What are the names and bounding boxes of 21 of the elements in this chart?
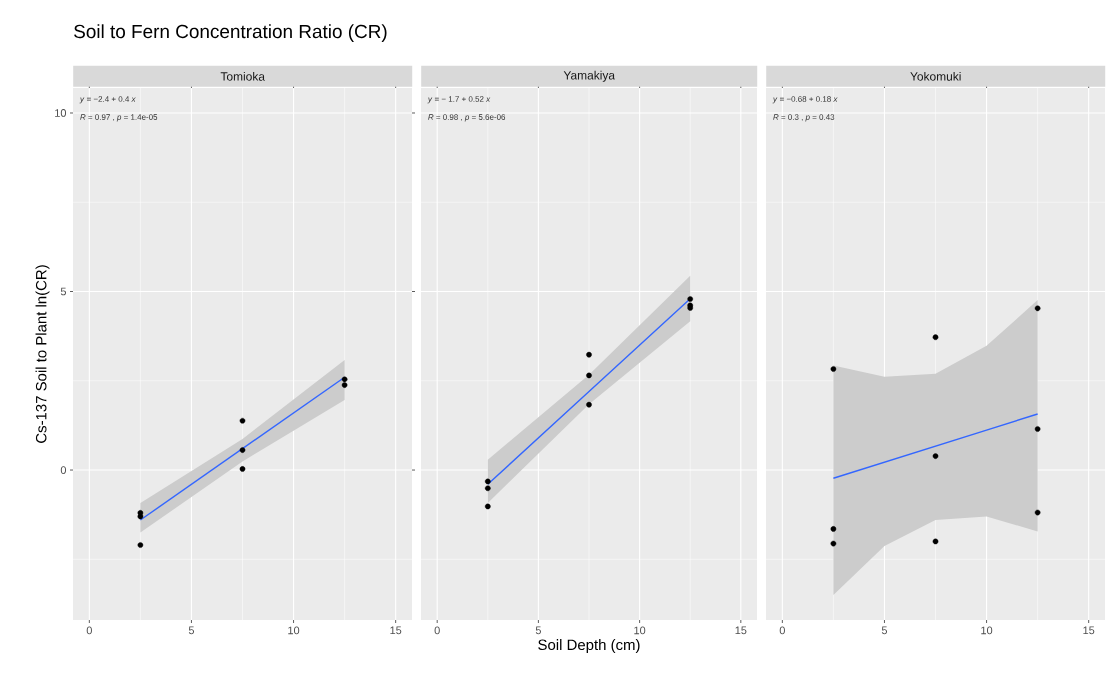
chart-title: Soil to Fern Concentration Ratio (CR) (74, 24, 387, 42)
x-tick-label: 5 (535, 626, 541, 635)
x-tick-label: 5 (188, 626, 195, 635)
x-tick-label: 10 (288, 626, 300, 635)
chart-subtitle: Yokomuki (910, 71, 961, 81)
x-tick-label: 15 (1083, 626, 1095, 635)
chart-subtitle: Yamakiya (563, 70, 615, 82)
y-tick-label: 10 (55, 109, 67, 117)
x-axis-title: Soil Depth (cm) (538, 639, 640, 654)
x-tick-label: 5 (881, 626, 888, 635)
y-tick-label: 5 (60, 287, 67, 296)
x-tick-label: 0 (779, 626, 785, 635)
chart-subtitle: Tomioka (220, 71, 265, 81)
x-tick-label: 15 (735, 626, 747, 635)
x-tick-label: 0 (86, 626, 92, 635)
y-tick-label: 0 (60, 466, 67, 474)
y-axis-title: Cs-137 Soil to Plant ln(CR) (35, 265, 50, 443)
x-tick-label: 10 (634, 626, 646, 635)
x-tick-label: 15 (390, 626, 402, 635)
x-tick-label: 10 (981, 626, 993, 635)
x-tick-label: 0 (434, 626, 440, 635)
